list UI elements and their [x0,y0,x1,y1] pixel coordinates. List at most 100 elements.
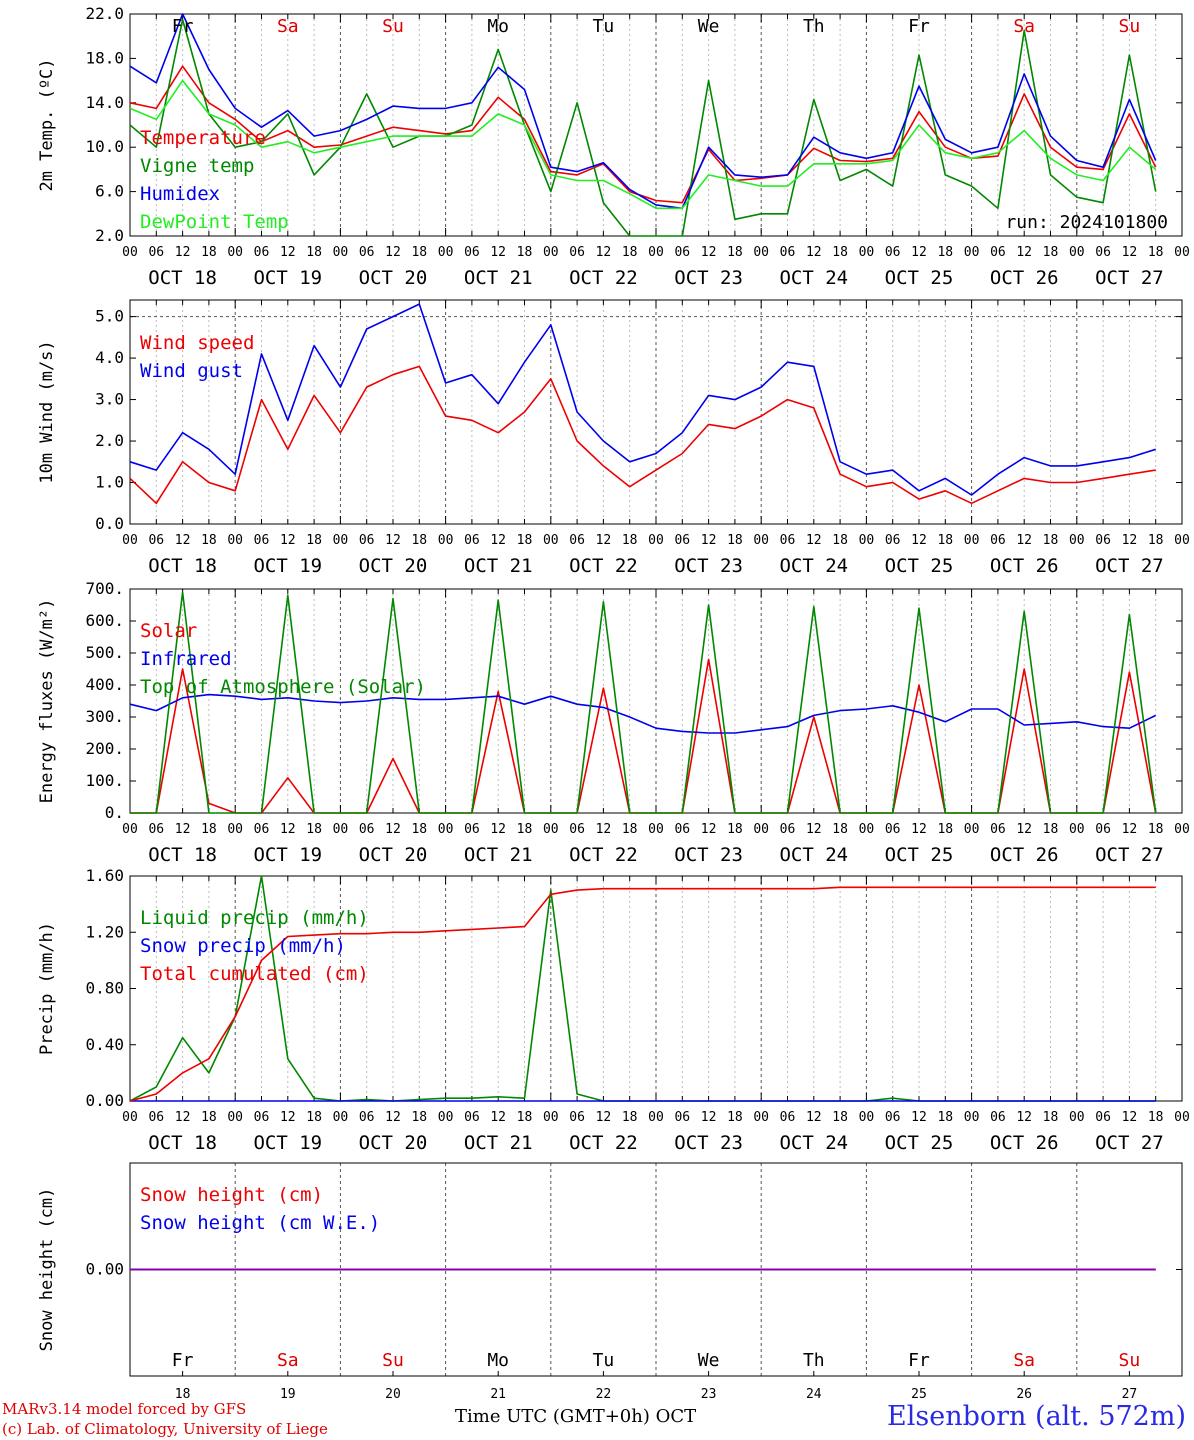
y-tick-label: 400. [85,675,124,694]
hour-tick-label: 06 [569,1110,585,1125]
hour-tick-label: 18 [622,1110,638,1125]
day-number: 19 [280,1387,296,1400]
day-number: 25 [911,1387,927,1400]
y-axis-label: Energy fluxes (W/m²) [37,599,57,804]
hour-tick-label: 00 [964,822,980,837]
hour-tick-label: 00 [1174,1110,1190,1125]
date-label: OCT 27 [1095,1132,1164,1154]
hour-tick-label: 18 [832,822,848,837]
legend-entry: Humidex [140,183,220,205]
y-tick-label: 2.0 [95,431,124,450]
legend-entry: Snow precip (mm/h) [140,935,346,957]
hour-tick-label: 00 [333,533,349,548]
y-tick-label: 100. [85,771,124,790]
hour-tick-label: 12 [1122,1110,1138,1125]
day-label-top: Su [1119,16,1141,37]
y-tick-label: 6.0 [95,182,124,201]
hour-tick-label: 06 [780,1110,796,1125]
hour-tick-label: 12 [806,245,822,260]
hour-tick-label: 06 [885,822,901,837]
hour-tick-label: 12 [490,1110,506,1125]
date-label: OCT 25 [885,555,954,577]
day-label-bottom: Su [382,1350,404,1371]
hour-tick-label: 06 [359,245,375,260]
hour-tick-label: 12 [806,822,822,837]
hour-tick-label: 18 [306,1110,322,1125]
hour-tick-label: 06 [1095,822,1111,837]
y-tick-label: 200. [85,739,124,758]
hour-tick-label: 06 [148,245,164,260]
hour-tick-label: 06 [1095,533,1111,548]
hour-tick-label: 18 [201,245,217,260]
hour-tick-label: 00 [122,822,138,837]
hour-tick-label: 12 [490,245,506,260]
date-label: OCT 22 [569,1132,638,1154]
date-label: OCT 18 [148,1132,217,1154]
y-tick-label: 1.60 [85,866,124,885]
hour-tick-label: 12 [490,822,506,837]
y-tick-label: 14.0 [85,93,124,112]
day-label-top: Sa [277,16,299,37]
date-label: OCT 21 [464,555,533,577]
run-annotation: run: 2024101800 [1005,212,1168,233]
hour-tick-label: 06 [148,1110,164,1125]
hour-tick-label: 00 [438,1110,454,1125]
hour-tick-label: 06 [569,822,585,837]
series-line-1 [129,365,1156,505]
hour-tick-label: 12 [701,533,717,548]
hour-tick-label: 06 [1095,245,1111,260]
hour-tick-label: 18 [201,533,217,548]
hour-tick-label: 18 [727,1110,743,1125]
hour-tick-label: 06 [254,245,270,260]
date-label: OCT 18 [148,267,217,289]
panel-1: 2.0 6.0 10.0 14.0 18.0 22.0 2m Temp. (ºC) Tempe… [37,4,1190,289]
hour-tick-label: 18 [937,533,953,548]
series-group [129,13,1157,237]
hour-tick-label: 00 [543,822,559,837]
hour-tick-label: 00 [859,245,875,260]
date-label: OCT 20 [359,267,428,289]
date-label: OCT 27 [1095,844,1164,866]
hour-tick-label: 00 [543,1110,559,1125]
legend-entry: Infrared [140,648,232,670]
hour-tick-label: 06 [674,822,690,837]
date-label: OCT 25 [885,844,954,866]
hour-tick-label: 12 [1016,822,1032,837]
day-label-bottom: Mo [487,1350,509,1371]
y-tick-label: 3.0 [95,390,124,409]
hour-tick-label: 00 [1174,822,1190,837]
date-label: OCT 22 [569,555,638,577]
hour-tick-label: 12 [1016,533,1032,548]
day-label-top: Fr [908,16,930,37]
hour-tick-label: 00 [227,822,243,837]
hour-tick-label: 12 [1016,245,1032,260]
hour-tick-label: 12 [1122,533,1138,548]
day-label-top: Su [382,16,404,37]
hour-tick-label: 12 [701,245,717,260]
series-group [129,303,1156,505]
hour-tick-label: 12 [596,245,612,260]
hour-tick-label: 12 [385,1110,401,1125]
date-label: OCT 26 [990,555,1059,577]
hour-tick-label: 18 [411,822,427,837]
hour-tick-label: 00 [438,822,454,837]
legend-entry: Vigne temp [140,155,254,177]
hour-tick-label: 00 [964,245,980,260]
day-number: 18 [175,1387,191,1400]
hour-tick-label: 00 [227,245,243,260]
hour-tick-label: 12 [596,822,612,837]
y-tick-label: 10.0 [85,137,124,156]
hour-tick-label: 06 [1095,1110,1111,1125]
date-label: OCT 23 [674,844,743,866]
y-tick-label: 500. [85,643,124,662]
hour-tick-label: 18 [622,533,638,548]
date-label: OCT 25 [885,1132,954,1154]
hour-tick-label: 18 [937,822,953,837]
hour-tick-label: 00 [859,822,875,837]
hour-tick-label: 06 [885,533,901,548]
y-axis-label: Precip (mm/h) [37,922,57,1055]
date-label: OCT 22 [569,267,638,289]
date-label: OCT 26 [990,267,1059,289]
hour-tick-label: 00 [333,1110,349,1125]
hour-tick-label: 18 [306,245,322,260]
